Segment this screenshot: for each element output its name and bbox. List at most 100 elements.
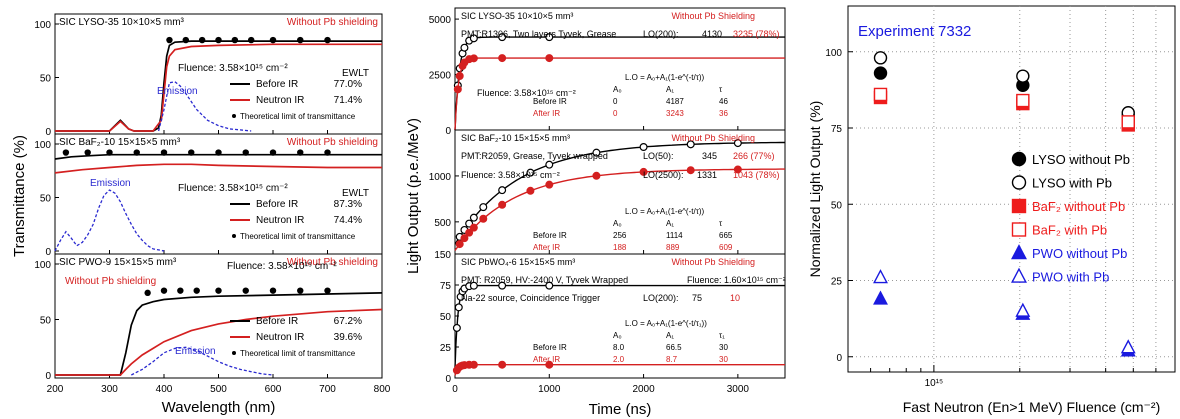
data-point	[592, 148, 601, 157]
lo-after: 10	[730, 293, 740, 303]
fit-curve-lyso	[454, 36, 785, 131]
fit-value: 8.7	[666, 355, 678, 364]
data-point	[545, 160, 554, 169]
fit-row-label: After IR	[533, 243, 560, 252]
emission-label: Emission	[157, 86, 198, 97]
fit-row-label: Before IR	[533, 97, 567, 106]
data-point	[479, 214, 488, 223]
theory-point	[297, 149, 304, 156]
data-point	[545, 54, 554, 63]
x-axis-label: Fast Neutron (En>1 MeV) Fluence (cm⁻²)	[903, 399, 1161, 415]
fit-formula: L.O = A₀+A₁(1-e^(-t/τ₁))	[625, 319, 707, 328]
data-point	[545, 33, 554, 42]
y-tick-label: 150	[434, 250, 451, 261]
legend-label: PWO with Pb	[1032, 270, 1109, 285]
lo-before: 4130	[702, 29, 722, 39]
theory-legend-marker	[232, 351, 236, 355]
fluence-label: Fluence: 1.60×10¹⁵ cm⁻²	[687, 275, 786, 285]
theory-point	[177, 287, 184, 294]
fit-value: 36	[719, 109, 728, 118]
fit-value: 66.5	[666, 343, 682, 352]
panel-title: SIC LYSO-35 10×10×5 mm³	[461, 11, 573, 21]
fit-header: A₁	[666, 331, 674, 340]
fit-row-label: Before IR	[533, 231, 567, 240]
lo-label: LO(200):	[643, 293, 679, 303]
theory-point	[215, 36, 222, 44]
theory-point	[160, 287, 168, 294]
theory-label: Theoretical limit of transmittance	[240, 112, 356, 121]
data-point	[469, 281, 478, 290]
x-tick-label: 500	[210, 384, 227, 395]
shielding-label: Without Pb shielding	[287, 137, 378, 148]
legend-label: Before IR	[256, 79, 298, 90]
y-tick-label: 50	[831, 200, 843, 211]
y-tick-label: 100	[34, 140, 51, 151]
x-axis-label: Time (ns)	[589, 401, 652, 418]
pmt-label: PMT:R1306, Two layers Tyvek, Grease	[461, 29, 616, 39]
data-point	[639, 167, 648, 176]
panel-title: SIC PWO-9 15×15×5 mm³	[59, 257, 177, 268]
theory-point	[324, 287, 331, 294]
y-axis-label: Normalized Light Output (%)	[807, 101, 823, 278]
data-point	[498, 54, 507, 63]
y-tick-label: 50	[40, 74, 52, 85]
legend-value: 77.0%	[334, 79, 362, 90]
theory-point	[182, 36, 189, 44]
lo-after: 1043 (78%)	[733, 170, 780, 180]
y-tick-label: 0	[836, 353, 842, 364]
data-point	[639, 142, 648, 151]
panel-title: SIC LYSO-35 10×10×5 mm³	[59, 17, 185, 28]
theory-point	[198, 36, 206, 44]
data-point	[592, 171, 601, 180]
shielding-label: Without Pb shielding	[65, 276, 156, 287]
data-point	[498, 281, 507, 290]
y-axis-label: Light Output (p.e./MeV)	[405, 118, 422, 274]
scatter-point	[873, 66, 888, 80]
x-tick-label: 2000	[632, 384, 655, 395]
lo-before: 75	[692, 293, 702, 303]
fit-header: A₁	[666, 219, 674, 228]
fit-header: A₁	[666, 85, 674, 94]
scatter-point	[1120, 339, 1136, 354]
legend-label: BaF₂ without Pb	[1032, 199, 1125, 214]
lo-before: 345	[702, 151, 717, 161]
fit-header: τ	[719, 219, 723, 228]
shielding-label: Without Pb Shielding	[671, 11, 755, 21]
ewlt-header: EWLT	[342, 68, 369, 79]
fit-value: 889	[666, 243, 680, 252]
theory-point	[84, 149, 91, 156]
series-line-pwo	[55, 292, 383, 376]
scatter-point	[873, 269, 888, 284]
x-tick-label: 400	[156, 384, 173, 395]
fluence-label: Fluence: 3.58×10¹⁵ cm⁻²	[178, 63, 288, 74]
shielding-label: Without Pb shielding	[287, 257, 378, 268]
series-line-baf2	[54, 163, 382, 174]
data-point	[498, 360, 507, 369]
y-tick-label: 75	[440, 281, 452, 292]
theory-point	[269, 287, 277, 294]
theory-point	[242, 287, 249, 294]
theory-point	[193, 287, 200, 294]
fit-row-label: Before IR	[533, 343, 567, 352]
fit-value: 4187	[666, 97, 684, 106]
y-tick-label: 2500	[429, 71, 452, 82]
emission-label: Emission	[90, 178, 131, 189]
data-point	[469, 213, 478, 222]
scatter-point	[1015, 302, 1031, 317]
fit-header: A₀	[613, 219, 622, 228]
panel-title: SIC BaF₂-10 15×15×5 mm³	[59, 137, 181, 148]
fit-value: 609	[719, 243, 733, 252]
fit-header: τ	[719, 85, 723, 94]
fit-value: 30	[719, 343, 728, 352]
legend-label: Before IR	[256, 316, 298, 327]
theory-point	[324, 149, 331, 156]
data-point	[455, 72, 464, 81]
scatter-point	[873, 87, 888, 102]
x-tick-label: 1000	[538, 384, 561, 395]
chart-title: Experiment 7332	[858, 23, 971, 40]
fit-value: 188	[613, 243, 627, 252]
series-line-pwo	[131, 346, 274, 376]
fluence-label: Fluence: 3.58×10¹⁵ cm⁻²	[477, 88, 576, 98]
scatter-point	[1121, 115, 1135, 129]
fit-formula: L.O = A₀+A₁(1-e^(-t/τ))	[625, 73, 705, 82]
